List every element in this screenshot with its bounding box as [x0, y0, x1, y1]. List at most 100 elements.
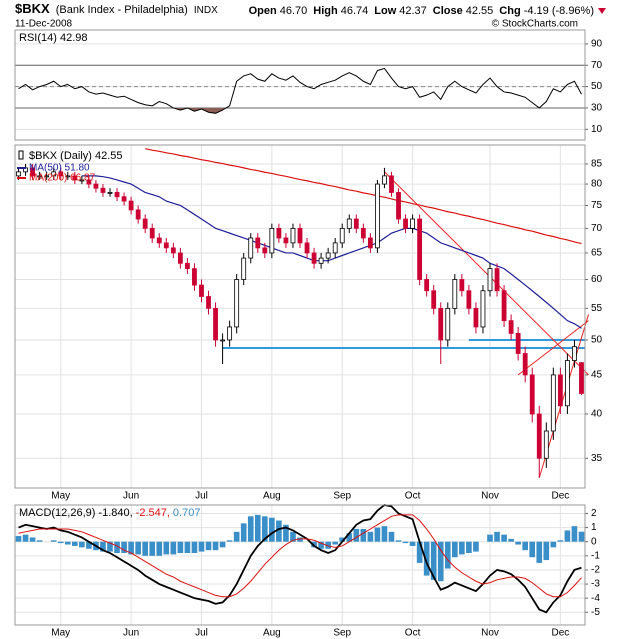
histogram-bar — [543, 541, 550, 561]
histogram-bar — [283, 524, 289, 542]
candle-body — [494, 268, 500, 292]
histogram-bar — [205, 541, 212, 551]
candle-body — [262, 247, 268, 254]
candle-body — [100, 187, 106, 193]
down-arrow — [598, 8, 606, 14]
x-tick-label: Jul — [195, 628, 208, 639]
y-tick-label: 30 — [591, 103, 603, 114]
histogram-bar — [240, 523, 247, 542]
y-tick-label: 70 — [591, 60, 603, 71]
candle-body — [192, 268, 197, 286]
histogram-bar — [191, 541, 198, 553]
candle-body — [311, 252, 317, 264]
histogram-bar — [459, 541, 465, 555]
histogram-bar — [72, 541, 78, 546]
histogram-bar — [529, 541, 536, 558]
candle-body — [522, 353, 528, 376]
candle-body — [487, 268, 493, 292]
candle-body — [199, 284, 204, 297]
histogram-bar — [262, 516, 268, 542]
histogram-bar — [79, 541, 85, 548]
candle-body — [543, 430, 549, 459]
candle-body — [473, 307, 479, 328]
quote-value: -4.19 (-8.96%) — [524, 5, 594, 17]
y-tick-label: 60 — [591, 274, 603, 285]
candle-body — [304, 242, 310, 254]
histogram-bar — [269, 517, 275, 542]
histogram-bar — [402, 541, 409, 544]
histogram-bar — [381, 526, 388, 542]
y-tick-label: 1 — [591, 522, 597, 533]
quote-value: 42.37 — [399, 5, 427, 17]
candle-body — [550, 374, 556, 432]
histogram-bar — [564, 530, 571, 542]
x-tick-label: Nov — [481, 491, 499, 502]
candle-body — [389, 175, 394, 193]
credit: © StockCharts.com — [492, 19, 578, 30]
y-tick-label: 45 — [591, 370, 603, 381]
candle-body — [93, 183, 99, 189]
histogram-bar — [508, 538, 514, 542]
histogram-bar — [149, 541, 156, 556]
histogram-bar — [57, 541, 64, 544]
histogram-bar — [163, 541, 170, 555]
panel-frame — [14, 144, 586, 489]
histogram-bar — [571, 526, 578, 542]
symbol: $BKX — [15, 1, 50, 16]
x-tick-label: Sep — [333, 628, 351, 639]
rsi-legend: RSI(14) 42.98 — [19, 32, 87, 44]
y-tick-label: 85 — [591, 159, 603, 170]
histogram-bar — [452, 541, 458, 558]
candle-body — [255, 237, 261, 249]
candle-body — [149, 227, 155, 239]
histogram-bar — [515, 541, 521, 545]
quote-label: Close — [433, 5, 463, 17]
exchange: INDX — [194, 5, 218, 16]
y-tick-label: 35 — [591, 453, 603, 464]
histogram-bar — [212, 541, 219, 551]
candle-body — [156, 237, 162, 244]
quote-label: Open — [249, 5, 277, 17]
candle-body — [410, 218, 415, 229]
histogram-bar — [430, 541, 437, 580]
candle-body — [417, 218, 423, 280]
y-tick-label: 70 — [591, 223, 603, 234]
candle-body — [58, 171, 64, 177]
candle-body — [297, 227, 303, 244]
histogram-bar — [536, 541, 543, 563]
y-tick-label: 55 — [591, 303, 603, 314]
histogram-bar — [473, 541, 479, 552]
histogram-bar — [198, 541, 205, 552]
candle-body — [269, 227, 275, 254]
histogram-bar — [395, 540, 402, 542]
histogram-bar — [550, 541, 557, 548]
histogram-bar — [353, 529, 360, 542]
histogram-bar — [254, 514, 261, 542]
histogram-bar — [142, 541, 148, 556]
panel-frame — [14, 504, 586, 626]
y-tick-label: -1 — [591, 550, 600, 561]
candle-body — [515, 332, 521, 354]
histogram-bar — [367, 531, 374, 542]
histogram-bar — [128, 541, 134, 555]
histogram-bar — [114, 541, 120, 553]
candle-body — [234, 279, 240, 328]
candle-body — [339, 227, 345, 244]
quote-value: 46.74 — [341, 5, 369, 17]
candle-body — [79, 179, 85, 182]
candle-body — [248, 237, 254, 259]
candle-body — [142, 218, 148, 229]
candle-body — [241, 257, 247, 280]
histogram-bar — [423, 541, 430, 576]
candle-body — [37, 175, 43, 178]
x-tick-label: May — [51, 628, 70, 639]
candle-body — [572, 346, 577, 361]
y-tick-label: 50 — [591, 335, 603, 346]
candle-body — [480, 290, 486, 328]
candle-body — [403, 218, 408, 229]
x-tick-label: Jun — [123, 628, 139, 639]
histogram-bar — [177, 541, 184, 553]
histogram-bar — [233, 531, 240, 542]
candle-body — [121, 196, 127, 202]
candle-body — [536, 413, 542, 459]
